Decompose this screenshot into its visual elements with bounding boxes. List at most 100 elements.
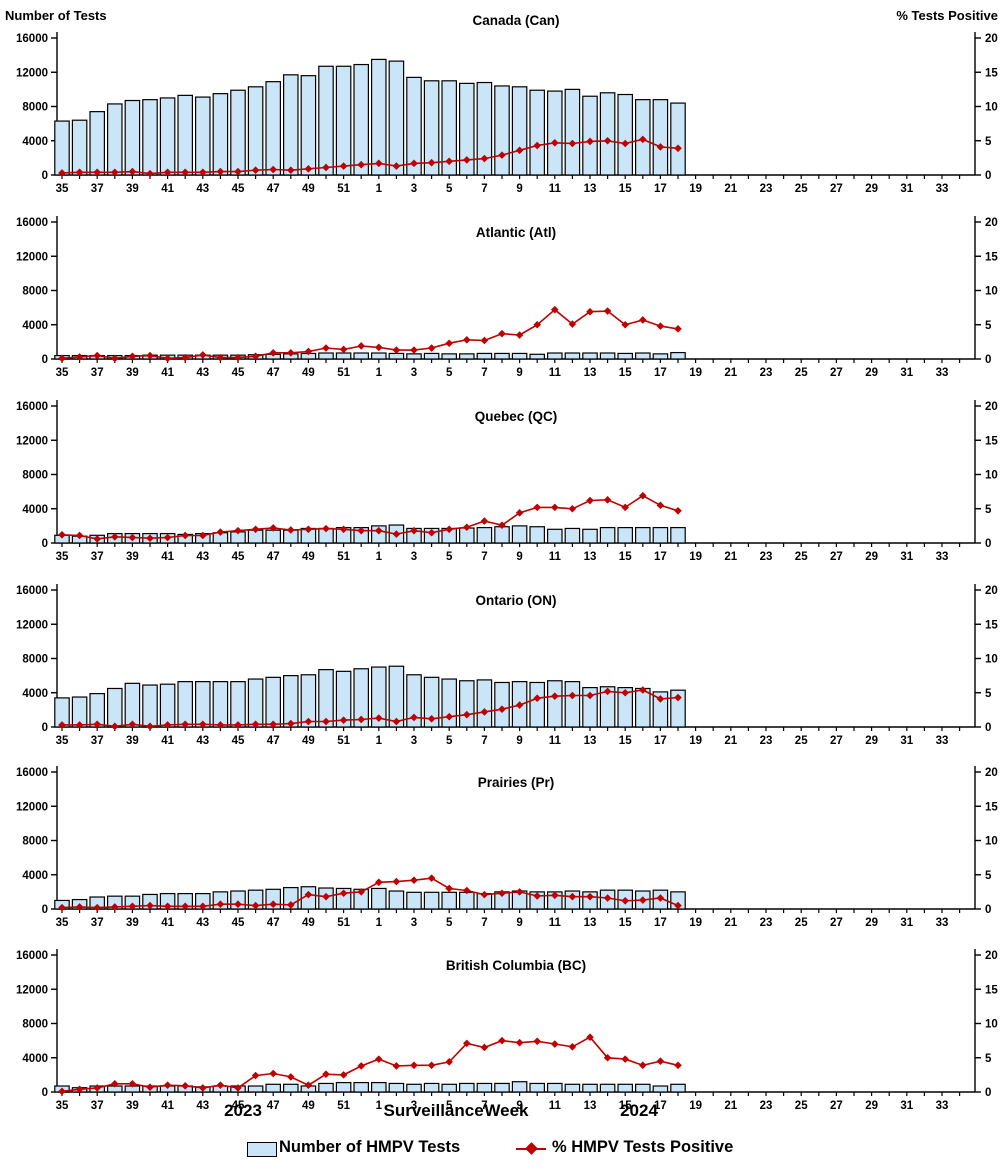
pct-point-week-42 [181, 902, 189, 911]
left-tick-label: 12000 [16, 801, 48, 813]
panel-title: Ontario (ON) [476, 593, 557, 608]
pct-point-week-41 [163, 721, 172, 729]
left-tick-label: 8000 [22, 286, 48, 298]
x-tick-label: 5 [446, 917, 453, 929]
left-tick-label: 0 [42, 1087, 48, 1099]
x-tick-label: 11 [549, 917, 562, 929]
bar-week-40 [142, 684, 158, 728]
left-tick-label: 8000 [22, 654, 48, 666]
bar-week-51 [335, 352, 352, 360]
pct-point-week-18 [674, 144, 682, 153]
x-tick-label: 47 [267, 551, 280, 563]
left-tick-label: 12000 [16, 984, 48, 996]
bar-week-12 [564, 352, 581, 360]
bar-week-7 [476, 679, 493, 728]
x-tick-label: 37 [91, 367, 104, 379]
x-tick-label: 51 [337, 367, 350, 379]
bar-week-13 [582, 1083, 598, 1093]
bar-week-4 [423, 676, 440, 728]
pct-point-week-18 [674, 693, 682, 702]
pct-point-week-12 [568, 892, 577, 901]
pct-point-week-5 [445, 884, 453, 893]
pct-point-week-5 [445, 157, 453, 166]
pct-point-week-6 [463, 886, 471, 895]
bar-week-13 [582, 95, 598, 176]
x-tick-label: 5 [446, 735, 453, 747]
pct-point-week-10 [533, 694, 541, 703]
pct-point-week-10 [533, 1037, 541, 1046]
pct-point-week-8 [498, 329, 506, 338]
bar-week-4 [423, 891, 440, 910]
bar-week-11 [546, 528, 563, 544]
bar-week-3 [406, 674, 422, 728]
bar-week-6 [459, 891, 475, 910]
pct-point-week-40 [146, 722, 154, 731]
bar-week-2 [388, 352, 405, 360]
x-tick-label: 33 [936, 917, 949, 929]
x-tick-label: 29 [865, 735, 878, 747]
pct-point-week-1 [375, 343, 383, 352]
pct-point-week-8 [498, 151, 506, 159]
x-tick-label: 7 [481, 183, 487, 195]
bar-week-7 [476, 81, 493, 176]
pct-point-week-4 [427, 344, 436, 352]
x-tick-label: 51 [337, 183, 350, 195]
bar-week-2 [388, 665, 405, 728]
x-tick-label: 49 [302, 367, 315, 379]
pct-point-week-14 [603, 136, 612, 145]
pct-point-week-17 [656, 695, 665, 703]
pct-point-week-16 [639, 316, 647, 324]
pct-point-week-8 [498, 889, 506, 898]
pct-point-week-49 [304, 165, 313, 173]
bar-week-2 [388, 890, 405, 910]
right-tick-label: 10 [985, 836, 998, 848]
pct-point-week-40 [146, 534, 154, 543]
bar-week-16 [634, 1083, 651, 1093]
x-axis-year-2023: 2023 [224, 1101, 262, 1120]
pct-point-week-40 [146, 1083, 154, 1092]
x-tick-label: 21 [724, 1100, 737, 1112]
bar-week-47 [265, 81, 281, 176]
pct-point-week-49 [304, 717, 313, 726]
pct-point-week-3 [410, 1061, 418, 1070]
x-tick-label: 43 [196, 917, 209, 929]
bar-week-52 [353, 63, 369, 176]
x-tick-label: 27 [830, 917, 843, 929]
pct-point-week-6 [463, 336, 471, 344]
x-tick-label: 13 [584, 183, 597, 195]
pct-point-week-8 [498, 705, 506, 713]
bar-week-3 [406, 891, 422, 910]
pct-point-week-44 [216, 528, 225, 536]
x-tick-label: 9 [516, 1100, 522, 1112]
x-tick-label: 23 [760, 367, 773, 379]
x-tick-label: 33 [936, 1100, 949, 1112]
pct-point-week-2 [392, 1062, 401, 1070]
pct-point-week-3 [410, 346, 418, 354]
pct-point-week-38 [111, 1079, 119, 1088]
x-tick-label: 23 [760, 183, 773, 195]
pct-point-week-3 [410, 159, 418, 168]
pct-point-week-41 [163, 354, 172, 363]
x-tick-label: 49 [302, 183, 315, 195]
pct-point-week-45 [234, 1084, 242, 1092]
x-tick-label: 21 [724, 367, 737, 379]
pct-point-week-40 [146, 351, 154, 360]
bar-week-11 [546, 90, 563, 176]
pct-point-week-39 [128, 533, 137, 542]
bar-week-17 [652, 691, 669, 728]
pct-point-week-9 [515, 331, 524, 339]
bar-week-47 [265, 1083, 281, 1093]
bar-week-15 [617, 687, 633, 728]
pct-point-week-39 [128, 352, 137, 361]
pct-point-week-13 [586, 892, 594, 901]
bar-week-7 [476, 1082, 493, 1093]
x-tick-label: 19 [689, 735, 702, 747]
bar-week-3 [406, 1083, 422, 1093]
pct-point-week-6 [463, 1039, 471, 1048]
pct-point-week-18 [674, 901, 682, 910]
pct-point-week-50 [322, 344, 330, 352]
x-tick-label: 21 [724, 735, 737, 747]
left-tick-label: 4000 [22, 1053, 48, 1065]
pct-point-week-16 [639, 491, 647, 500]
pct-point-week-13 [586, 1033, 594, 1041]
